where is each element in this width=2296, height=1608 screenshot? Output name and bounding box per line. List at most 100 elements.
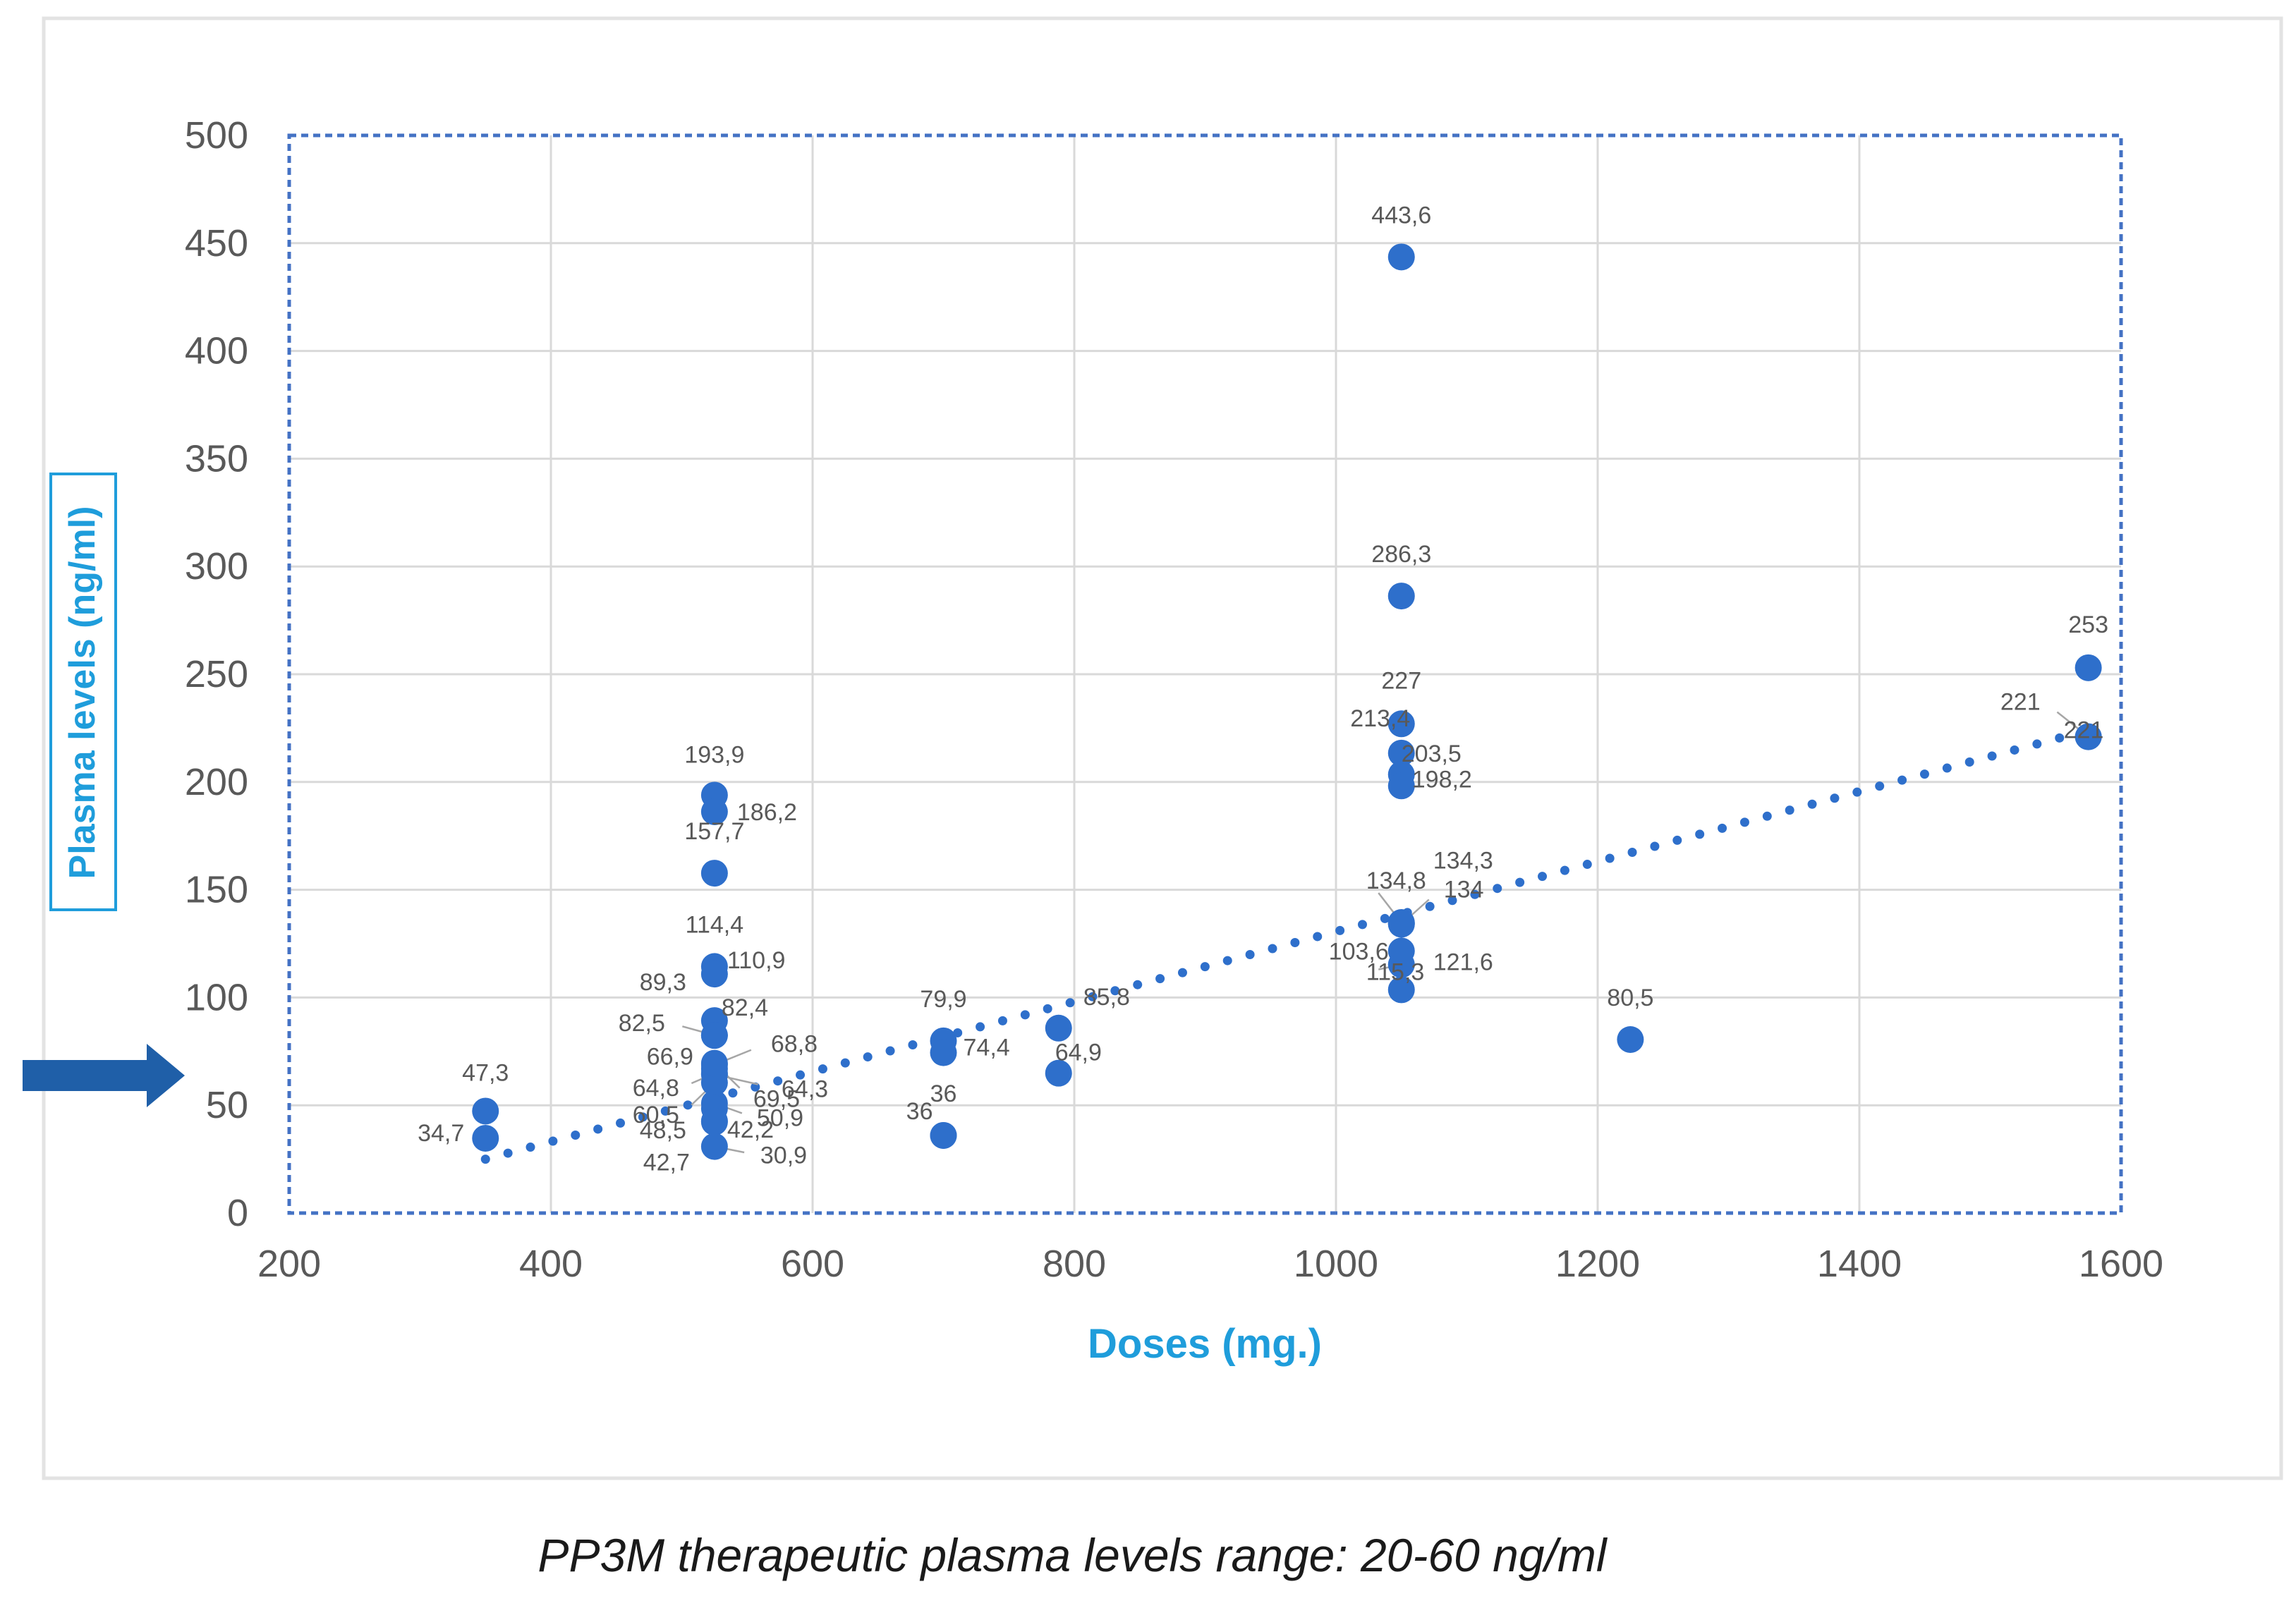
data-point — [930, 1039, 957, 1066]
data-label: 74,4 — [964, 1035, 1010, 1061]
x-tick-label: 400 — [519, 1243, 583, 1285]
data-label: 50,9 — [757, 1104, 803, 1131]
data-point — [1387, 910, 1415, 938]
data-label: 30,9 — [760, 1143, 807, 1169]
data-label: 221 — [2064, 717, 2104, 744]
data-label: 80,5 — [1607, 985, 1653, 1011]
data-label: 66,9 — [647, 1044, 693, 1071]
data-label: 221 — [2000, 689, 2041, 716]
data-label: 64,9 — [1055, 1040, 1102, 1066]
data-label: 64,8 — [633, 1075, 679, 1102]
y-tick-label: 500 — [185, 114, 248, 157]
data-label: 134 — [1444, 876, 1484, 903]
y-tick-label: 150 — [185, 869, 248, 911]
y-tick-label: 400 — [185, 330, 248, 372]
data-label: 213,4 — [1350, 705, 1410, 732]
y-tick-label: 300 — [185, 545, 248, 587]
data-label: 48,5 — [640, 1117, 686, 1144]
x-tick-label: 1200 — [1555, 1243, 1640, 1285]
tick-labels: 200 400 600 800 1000 1200 1400 1600 0 50 100 150 200… — [185, 114, 2163, 1285]
data-point — [2075, 723, 2102, 750]
y-tick-label: 350 — [185, 437, 248, 480]
data-point — [1387, 772, 1415, 800]
data-label: 110,9 — [727, 947, 786, 974]
x-tick-label: 600 — [781, 1243, 844, 1285]
y-tick-label: 100 — [185, 976, 248, 1018]
x-axis-title: Doses (mg.) — [1088, 1321, 1322, 1367]
data-point — [1387, 976, 1415, 1004]
data-point — [1387, 243, 1415, 271]
data-label: 443,6 — [1371, 202, 1431, 229]
data-point — [472, 1124, 499, 1152]
y-axis-title-box — [49, 473, 117, 911]
data-label: 69,5 — [753, 1086, 800, 1113]
data-label: 198,2 — [1412, 766, 1472, 793]
data-label: 253 — [2068, 611, 2108, 638]
data-label: 134,3 — [1433, 848, 1493, 875]
data-label: 42,2 — [727, 1116, 774, 1143]
data-label: 79,9 — [920, 986, 966, 1013]
data-point — [1617, 1025, 1644, 1053]
chart-frame — [42, 16, 2283, 1480]
data-point — [930, 1121, 957, 1149]
data-point — [700, 1107, 728, 1135]
data-point — [1387, 937, 1415, 965]
x-tick-label: 1400 — [1817, 1243, 1902, 1285]
grid — [289, 135, 2121, 1213]
data-label: 34,7 — [418, 1120, 464, 1147]
trendline — [480, 725, 2094, 1164]
x-tick-label: 1600 — [2079, 1243, 2163, 1285]
x-tick-label: 1000 — [1294, 1243, 1378, 1285]
data-label: 134,8 — [1366, 867, 1426, 894]
data-point — [1387, 710, 1415, 738]
data-label: 203,5 — [1402, 741, 1462, 767]
y-tick-label: 0 — [227, 1192, 248, 1234]
data-label: 114,4 — [686, 911, 744, 938]
y-tick-label: 250 — [185, 653, 248, 695]
data-point — [1387, 739, 1415, 767]
data-point — [700, 1069, 728, 1097]
y-tick-label: 450 — [185, 222, 248, 264]
data-label: 89,3 — [640, 969, 686, 996]
data-point — [700, 1133, 728, 1160]
data-point — [472, 1097, 499, 1125]
data-point — [1045, 1059, 1072, 1087]
data-label: 157,7 — [684, 818, 744, 845]
data-label: 193,9 — [684, 741, 744, 768]
x-tick-label: 800 — [1043, 1243, 1106, 1285]
data-label: 60,5 — [633, 1102, 679, 1128]
data-points — [472, 243, 2102, 1160]
data-label: 186,2 — [737, 799, 797, 826]
data-label: 82,5 — [619, 1010, 665, 1037]
data-label: 36 — [906, 1098, 933, 1125]
data-point — [1387, 583, 1415, 610]
plot-area — [287, 133, 2123, 1215]
data-label: 42,7 — [643, 1150, 690, 1176]
data-label: 64,3 — [782, 1076, 828, 1102]
data-label: 47,3 — [462, 1059, 509, 1086]
data-label: 103,6 — [1329, 938, 1389, 965]
trendline-path — [480, 725, 2094, 1164]
y-axis-title: Plasma levels (ng/ml) — [62, 506, 103, 879]
data-label: 68,8 — [771, 1031, 818, 1058]
data-label: 286,3 — [1371, 541, 1431, 568]
y-tick-label: 200 — [185, 761, 248, 803]
data-point — [700, 1022, 728, 1049]
data-point — [700, 798, 728, 825]
data-point — [700, 961, 728, 988]
data-label: 82,4 — [722, 994, 768, 1021]
data-point — [1045, 1014, 1072, 1042]
caption: PP3M therapeutic plasma levels range: 20… — [537, 1529, 1608, 1581]
data-label: 115,3 — [1366, 959, 1425, 986]
data-point — [2075, 654, 2102, 681]
x-tick-label: 200 — [257, 1243, 321, 1285]
data-label: 121,6 — [1433, 949, 1493, 975]
y-axis-title-group: Plasma levels (ng/ml) — [49, 473, 117, 911]
data-label: 227 — [1381, 667, 1421, 694]
data-point — [700, 860, 728, 887]
data-point — [700, 1049, 728, 1077]
y-tick-label: 50 — [206, 1084, 248, 1126]
target-range-arrow-icon — [23, 1044, 185, 1107]
